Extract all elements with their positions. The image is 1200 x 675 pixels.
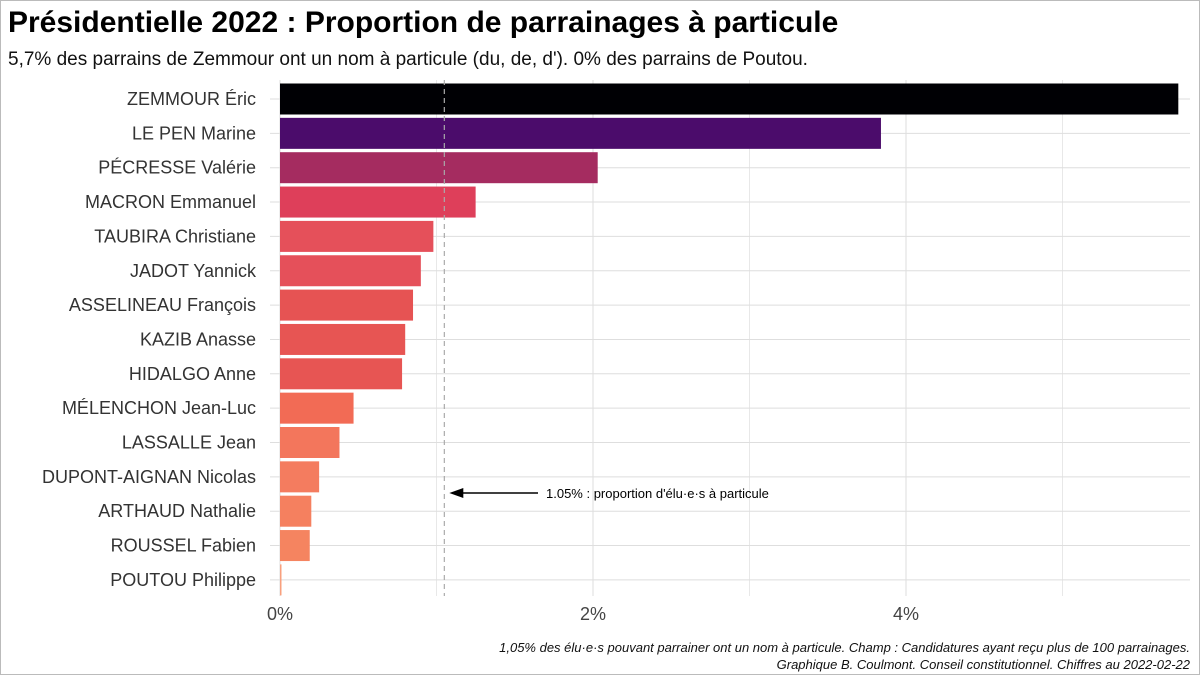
bars bbox=[280, 83, 1179, 596]
annotation-arrowhead bbox=[449, 488, 464, 498]
bar bbox=[280, 392, 354, 424]
category-label: ZEMMOUR Éric bbox=[127, 89, 256, 109]
annotation: 1.05% : proportion d'élu·e·s à particule bbox=[449, 486, 769, 501]
x-tick-label: 2% bbox=[580, 604, 606, 624]
category-label: TAUBIRA Christiane bbox=[94, 226, 256, 246]
category-label: MACRON Emmanuel bbox=[85, 192, 256, 212]
x-tick-label: 0% bbox=[267, 604, 293, 624]
bar bbox=[280, 495, 312, 527]
chart-subtitle: 5,7% des parrains de Zemmour ont un nom … bbox=[8, 49, 808, 70]
category-labels: ZEMMOUR Éric LE PEN Marine PÉCRESSE Valéri… bbox=[42, 89, 257, 590]
x-tick-label: 4% bbox=[893, 604, 919, 624]
category-label: KAZIB Anasse bbox=[140, 329, 256, 349]
category-label: DUPONT-AIGNAN Nicolas bbox=[42, 467, 256, 487]
bar bbox=[280, 220, 434, 252]
category-label: ARTHAUD Nathalie bbox=[98, 501, 256, 521]
x-tick-labels: 0% 2% 4% bbox=[267, 604, 919, 624]
category-label: PÉCRESSE Valérie bbox=[98, 158, 256, 178]
bar bbox=[280, 83, 1179, 115]
bar bbox=[280, 427, 340, 458]
category-label: JADOT Yannick bbox=[130, 261, 257, 281]
category-label: HIDALGO Anne bbox=[129, 364, 256, 384]
category-label: LASSALLE Jean bbox=[122, 433, 256, 453]
bar bbox=[280, 255, 421, 287]
bar bbox=[280, 530, 310, 562]
bar bbox=[280, 289, 414, 321]
category-label: ASSELINEAU François bbox=[69, 295, 256, 315]
caption-line-1: 1,05% des élu·e·s pouvant parrainer ont … bbox=[499, 640, 1190, 655]
bar bbox=[280, 152, 598, 184]
bar bbox=[280, 323, 406, 355]
bar bbox=[280, 564, 282, 596]
bar bbox=[280, 461, 320, 493]
annotation-text: 1.05% : proportion d'élu·e·s à particule bbox=[546, 486, 769, 501]
bar bbox=[280, 186, 476, 218]
caption-line-2: Graphique B. Coulmont. Conseil constitut… bbox=[777, 657, 1191, 672]
chart-title: Présidentielle 2022 : Proportion de parr… bbox=[8, 6, 838, 39]
bar bbox=[280, 358, 403, 390]
category-label: POUTOU Philippe bbox=[110, 570, 256, 590]
category-label: MÉLENCHON Jean-Luc bbox=[62, 398, 256, 418]
bar bbox=[280, 117, 881, 149]
category-label: ROUSSEL Fabien bbox=[111, 536, 256, 556]
category-label: LE PEN Marine bbox=[132, 123, 256, 143]
